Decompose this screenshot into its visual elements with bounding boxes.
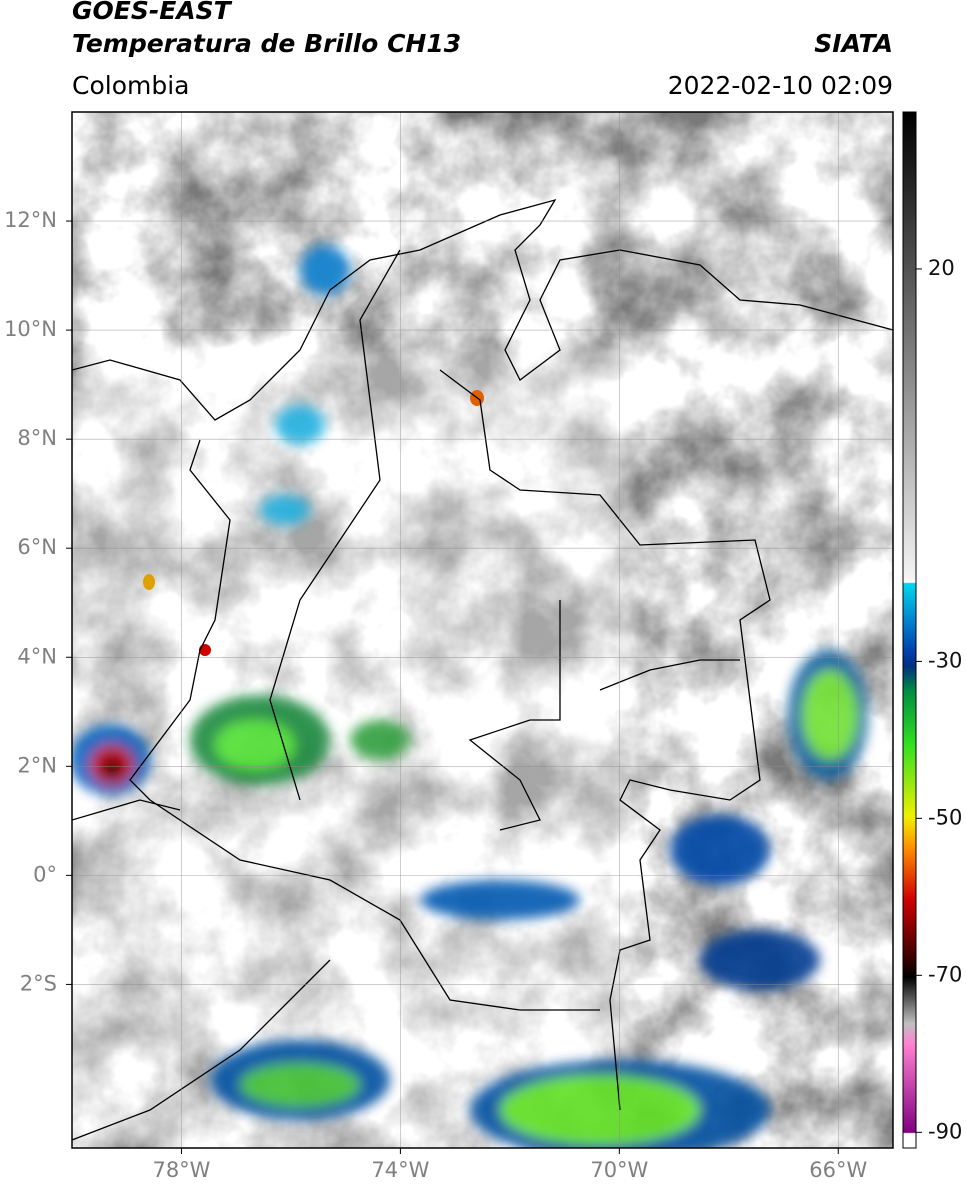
y-tick-label: 6°N: [17, 535, 57, 559]
x-tick-label: 66°W: [809, 1158, 867, 1182]
x-tick-label: 70°W: [590, 1158, 648, 1182]
colorbar-tick-label: -90: [928, 1119, 962, 1143]
colorbar: [902, 111, 917, 1149]
y-tick-label: 12°N: [4, 208, 57, 232]
y-tick-label: 2°N: [17, 753, 57, 777]
x-tick-label: 74°W: [371, 1158, 429, 1182]
y-tick-label: 2°S: [20, 971, 57, 995]
x-tick-label: 78°W: [152, 1158, 210, 1182]
colorbar-tick-label: -30: [928, 648, 962, 672]
colorbar-tick-label: 20: [928, 256, 955, 280]
product: Temperatura de Brillo CH13: [72, 29, 461, 58]
y-tick-label: 0°: [33, 862, 57, 886]
title: GOES-EAST: [72, 0, 233, 25]
y-tick-label: 10°N: [4, 317, 57, 341]
source: SIATA: [814, 29, 893, 58]
datetime: 2022-02-10 02:09: [668, 71, 893, 100]
map-frame: [71, 111, 894, 1149]
satellite-image: [72, 112, 893, 1148]
y-tick-label: 8°N: [17, 426, 57, 450]
colorbar-tick-label: -50: [928, 805, 962, 829]
colorbar-tick-label: -70: [928, 962, 962, 986]
y-tick-label: 4°N: [17, 644, 57, 668]
region: Colombia: [72, 71, 189, 100]
